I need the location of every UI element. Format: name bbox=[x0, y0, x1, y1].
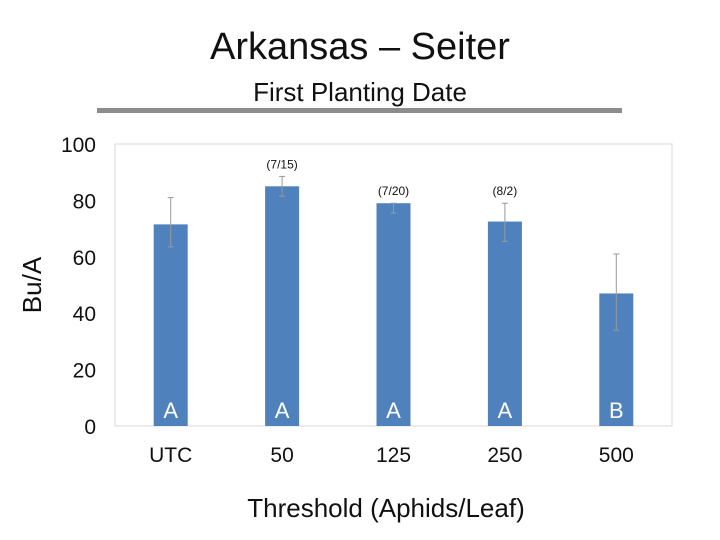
y-tick-label: 80 bbox=[73, 190, 96, 213]
significance-letter: A bbox=[498, 398, 513, 423]
significance-letter: A bbox=[386, 398, 401, 423]
date-annotation: (7/15) bbox=[266, 157, 297, 171]
y-tick-label: 100 bbox=[61, 134, 96, 157]
x-tick-label: 50 bbox=[270, 444, 293, 467]
bar bbox=[376, 203, 411, 426]
significance-letter: B bbox=[609, 398, 624, 423]
chart-subtitle: First Planting Date bbox=[253, 77, 467, 107]
x-tick-label: UTC bbox=[149, 444, 192, 467]
y-tick-label: 60 bbox=[73, 247, 96, 270]
x-tick-label: 500 bbox=[599, 444, 634, 467]
x-tick-label: 250 bbox=[487, 444, 522, 467]
y-tick-label: 0 bbox=[84, 416, 96, 439]
significance-letter: A bbox=[275, 398, 290, 423]
y-tick-label: 20 bbox=[73, 360, 96, 383]
y-axis-title: Bu/A bbox=[17, 256, 47, 313]
bar bbox=[153, 224, 188, 426]
date-annotation: (8/2) bbox=[493, 184, 518, 198]
significance-letter: A bbox=[163, 398, 178, 423]
bar bbox=[487, 221, 522, 426]
bar bbox=[265, 186, 300, 426]
x-axis-title: Threshold (Aphids/Leaf) bbox=[247, 493, 524, 523]
chart-title: Arkansas – Seiter bbox=[210, 26, 510, 68]
title-divider bbox=[97, 108, 622, 113]
y-tick-label: 40 bbox=[73, 303, 96, 326]
date-annotation: (7/20) bbox=[378, 184, 409, 198]
x-tick-label: 125 bbox=[376, 444, 411, 467]
